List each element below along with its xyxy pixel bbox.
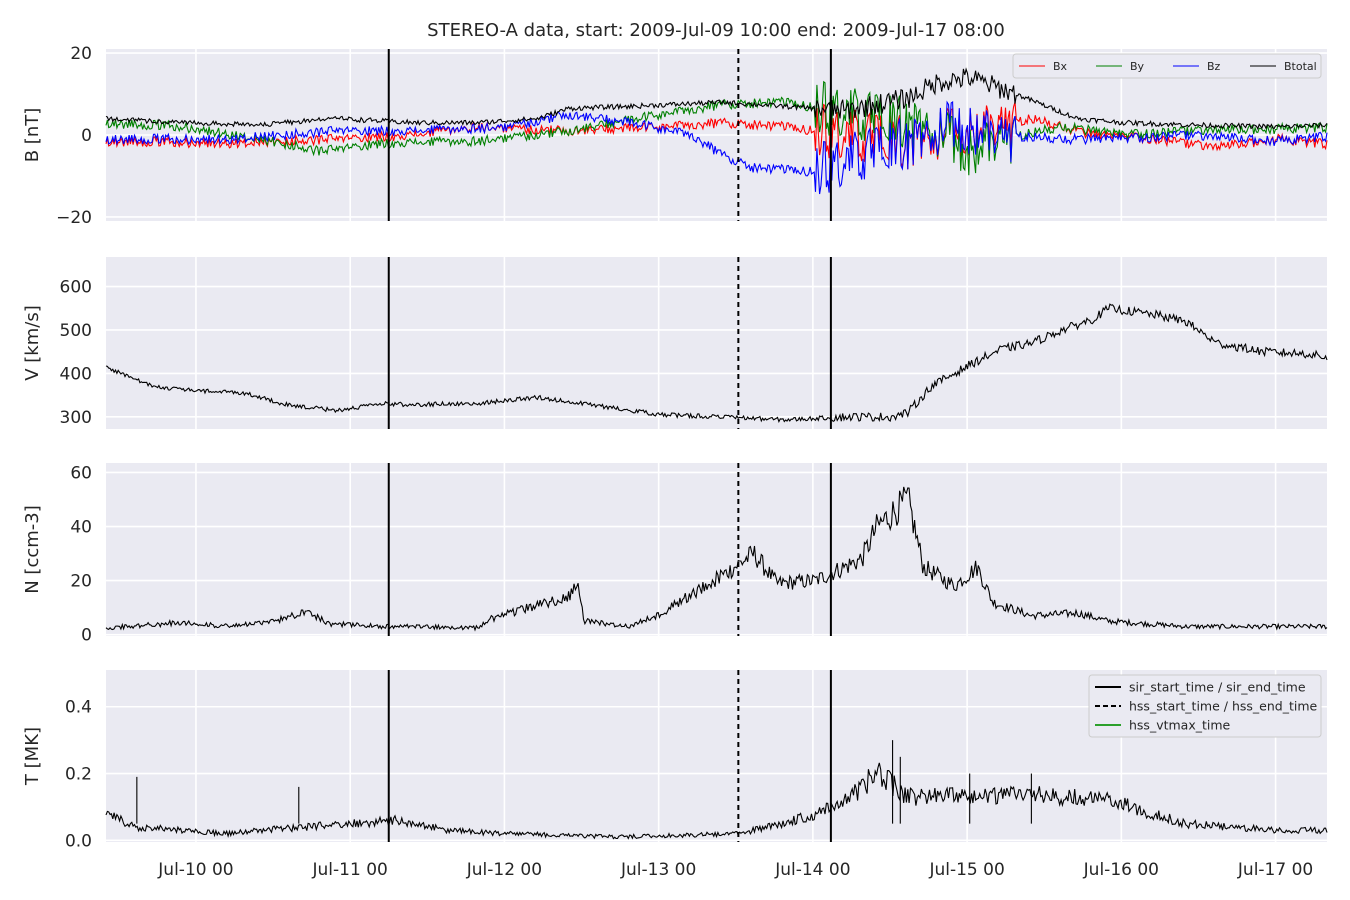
chart-title: STEREO-A data, start: 2009-Jul-09 10:00 …: [427, 20, 1005, 41]
x-tick-label: Jul-14 00: [774, 860, 850, 880]
y-axis-label: T [MK]: [22, 727, 43, 786]
series-v: [105, 303, 1328, 424]
legend-label: hss_vtmax_time: [1129, 718, 1231, 733]
y-tick-label: 0: [81, 626, 92, 646]
x-tick-label: Jul-11 00: [312, 860, 388, 880]
series-bx: [105, 101, 1328, 170]
y-tick-label: 40: [70, 518, 92, 538]
y-tick-label: 0.2: [65, 765, 92, 785]
legend-label: sir_start_time / sir_end_time: [1129, 680, 1306, 695]
y-tick-label: 60: [70, 463, 92, 483]
y-tick-label: −20: [56, 208, 92, 228]
y-tick-label: 0.4: [65, 698, 92, 718]
series-n: [105, 486, 1328, 632]
y-axis-label: N [ccm-3]: [22, 505, 43, 594]
legend-label: Bz: [1207, 60, 1221, 73]
plot-area: [106, 463, 1327, 636]
y-tick-label: 600: [60, 278, 92, 298]
y-tick-label: 20: [70, 572, 92, 592]
x-tick-label: Jul-16 00: [1083, 860, 1159, 880]
legend-label: By: [1130, 60, 1145, 73]
y-tick-label: 300: [60, 408, 92, 428]
x-tick-label: Jul-13 00: [620, 860, 696, 880]
y-axis-label: B [nT]: [22, 108, 43, 163]
y-tick-label: 500: [60, 321, 92, 341]
y-tick-label: 0: [81, 126, 92, 146]
legend-frame: [1012, 53, 1322, 79]
legend-events: sir_start_time / sir_end_time hss_start_t…: [1088, 674, 1322, 738]
y-tick-label: 400: [60, 364, 92, 384]
legend-frame: [1088, 674, 1322, 738]
series-t: [105, 762, 1328, 840]
y-tick-label: 20: [70, 44, 92, 64]
legend-b: Bx By Bz Btotal: [1012, 53, 1322, 79]
panel-B: −20 0 20 B [nT] Bx By Bz Btotal: [22, 44, 1328, 228]
y-axis-label: V [km/s]: [22, 305, 43, 380]
series-by: [105, 80, 1328, 176]
panel-T: 0.0 0.2 0.4 T [MK] sir_start_time / sir_end_…: [22, 670, 1328, 880]
x-tick-label: Jul-10 00: [157, 860, 233, 880]
plot-area: [106, 257, 1327, 429]
y-tick-label: 0.0: [65, 831, 92, 851]
legend-label: Bx: [1053, 60, 1068, 73]
panel-N: 0 20 40 60 N [ccm-3]: [22, 463, 1328, 646]
series-bz: [105, 100, 1328, 195]
legend-label: Btotal: [1284, 60, 1317, 73]
x-tick-label: Jul-12 00: [466, 860, 542, 880]
x-tick-label: Jul-17 00: [1237, 860, 1313, 880]
x-tick-label: Jul-15 00: [928, 860, 1004, 880]
series-btotal: [105, 67, 1328, 131]
panel-V: 300 400 500 600 V [km/s]: [22, 257, 1328, 429]
legend-label: hss_start_time / hss_end_time: [1129, 699, 1318, 714]
